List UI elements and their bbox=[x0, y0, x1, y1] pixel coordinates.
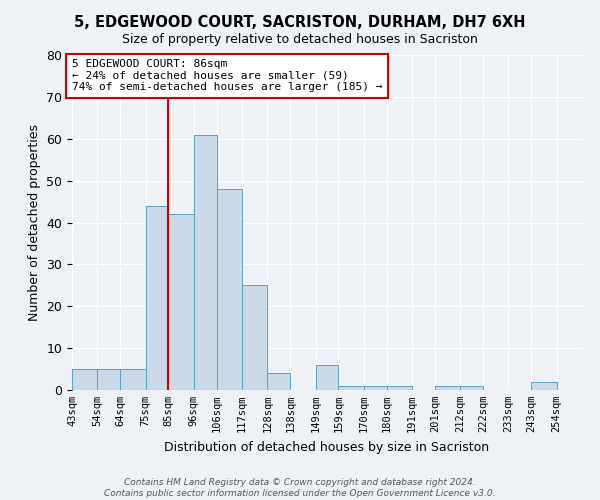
Bar bbox=[338, 386, 364, 390]
Bar bbox=[97, 369, 120, 390]
Bar bbox=[72, 369, 97, 390]
Bar bbox=[194, 134, 217, 390]
Bar bbox=[532, 382, 557, 390]
Bar bbox=[120, 369, 146, 390]
Text: 5 EDGEWOOD COURT: 86sqm
← 24% of detached houses are smaller (59)
74% of semi-de: 5 EDGEWOOD COURT: 86sqm ← 24% of detache… bbox=[72, 59, 383, 92]
Bar bbox=[217, 189, 242, 390]
Bar bbox=[316, 365, 338, 390]
Bar bbox=[387, 386, 412, 390]
Bar bbox=[364, 386, 387, 390]
Text: Contains HM Land Registry data © Crown copyright and database right 2024.
Contai: Contains HM Land Registry data © Crown c… bbox=[104, 478, 496, 498]
Bar bbox=[169, 214, 194, 390]
Bar bbox=[242, 286, 267, 390]
Bar bbox=[267, 373, 290, 390]
Text: Size of property relative to detached houses in Sacriston: Size of property relative to detached ho… bbox=[122, 32, 478, 46]
Y-axis label: Number of detached properties: Number of detached properties bbox=[28, 124, 41, 321]
Bar bbox=[460, 386, 483, 390]
X-axis label: Distribution of detached houses by size in Sacriston: Distribution of detached houses by size … bbox=[164, 440, 490, 454]
Bar bbox=[146, 206, 169, 390]
Text: 5, EDGEWOOD COURT, SACRISTON, DURHAM, DH7 6XH: 5, EDGEWOOD COURT, SACRISTON, DURHAM, DH… bbox=[74, 15, 526, 30]
Bar bbox=[435, 386, 460, 390]
